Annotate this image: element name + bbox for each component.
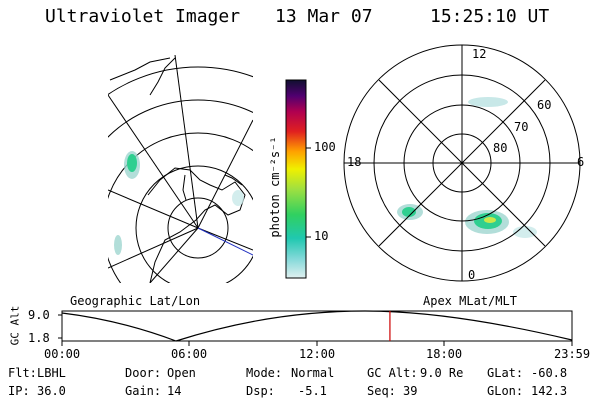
altitude-ylabel: GC Alt bbox=[8, 305, 22, 346]
mlt-label-0: 0 bbox=[468, 268, 476, 282]
x-tick-label: 12:00 bbox=[299, 347, 336, 361]
mlt-label-6: 6 bbox=[577, 155, 585, 169]
polar-plot bbox=[343, 44, 581, 282]
mlat-label-70: 70 bbox=[514, 120, 529, 134]
colorbar-tick-100: 100 bbox=[314, 140, 336, 154]
dsp-label: Dsp: bbox=[246, 384, 275, 398]
mlt-label-18: 18 bbox=[347, 155, 362, 169]
dsp-value: -5.1 bbox=[298, 384, 327, 398]
x-tick-label: 23:59 bbox=[554, 347, 591, 361]
x-tick-label: 06:00 bbox=[171, 347, 208, 361]
altitude-curve bbox=[61, 310, 573, 342]
ip-value: 36.0 bbox=[37, 384, 66, 398]
glat-value: -60.8 bbox=[531, 366, 568, 380]
date-text: 13 Mar 07 bbox=[275, 6, 373, 27]
mlat-label-80: 80 bbox=[493, 141, 508, 155]
gcalt-value: 9.0 Re bbox=[420, 366, 464, 380]
door-value: Open bbox=[167, 366, 196, 380]
colorbar bbox=[285, 79, 307, 279]
geographic-label: Geographic Lat/Lon bbox=[70, 294, 201, 308]
door-label: Door: bbox=[125, 366, 162, 380]
altitude-ytick-9: 9.0 bbox=[28, 308, 50, 322]
gain-label: Gain: bbox=[125, 384, 162, 398]
glon-value: 142.3 bbox=[531, 384, 568, 398]
mode-value: Normal bbox=[291, 366, 335, 380]
geographic-map bbox=[108, 55, 253, 283]
ip-label: IP: bbox=[8, 384, 30, 398]
glon-label: GLon: bbox=[487, 384, 524, 398]
apex-label: Apex MLat/MLT bbox=[423, 294, 517, 308]
x-tick-label: 00:00 bbox=[44, 347, 81, 361]
mode-label: Mode: bbox=[246, 366, 283, 380]
colorbar-label: photon cm⁻²s⁻¹ bbox=[268, 136, 282, 238]
geographic-emission bbox=[114, 151, 244, 255]
flt-label: Flt: bbox=[8, 366, 37, 380]
glat-label: GLat: bbox=[487, 366, 524, 380]
x-tick-label: 18:00 bbox=[426, 347, 463, 361]
seq-value: 39 bbox=[403, 384, 418, 398]
mlat-label-60: 60 bbox=[537, 98, 552, 112]
flt-value: LBHL bbox=[37, 366, 66, 380]
altitude-ytick-1: 1.8 bbox=[28, 331, 50, 345]
altitude-plot bbox=[58, 310, 573, 346]
instrument-title: Ultraviolet Imager bbox=[45, 6, 241, 27]
seq-label: Seq: bbox=[367, 384, 396, 398]
colorbar-tick-10: 10 bbox=[314, 229, 329, 243]
gain-value: 14 bbox=[167, 384, 182, 398]
gcalt-label: GC Alt: bbox=[367, 366, 418, 380]
time-text: 15:25:10 UT bbox=[430, 6, 550, 27]
mlt-label-12: 12 bbox=[472, 47, 487, 61]
